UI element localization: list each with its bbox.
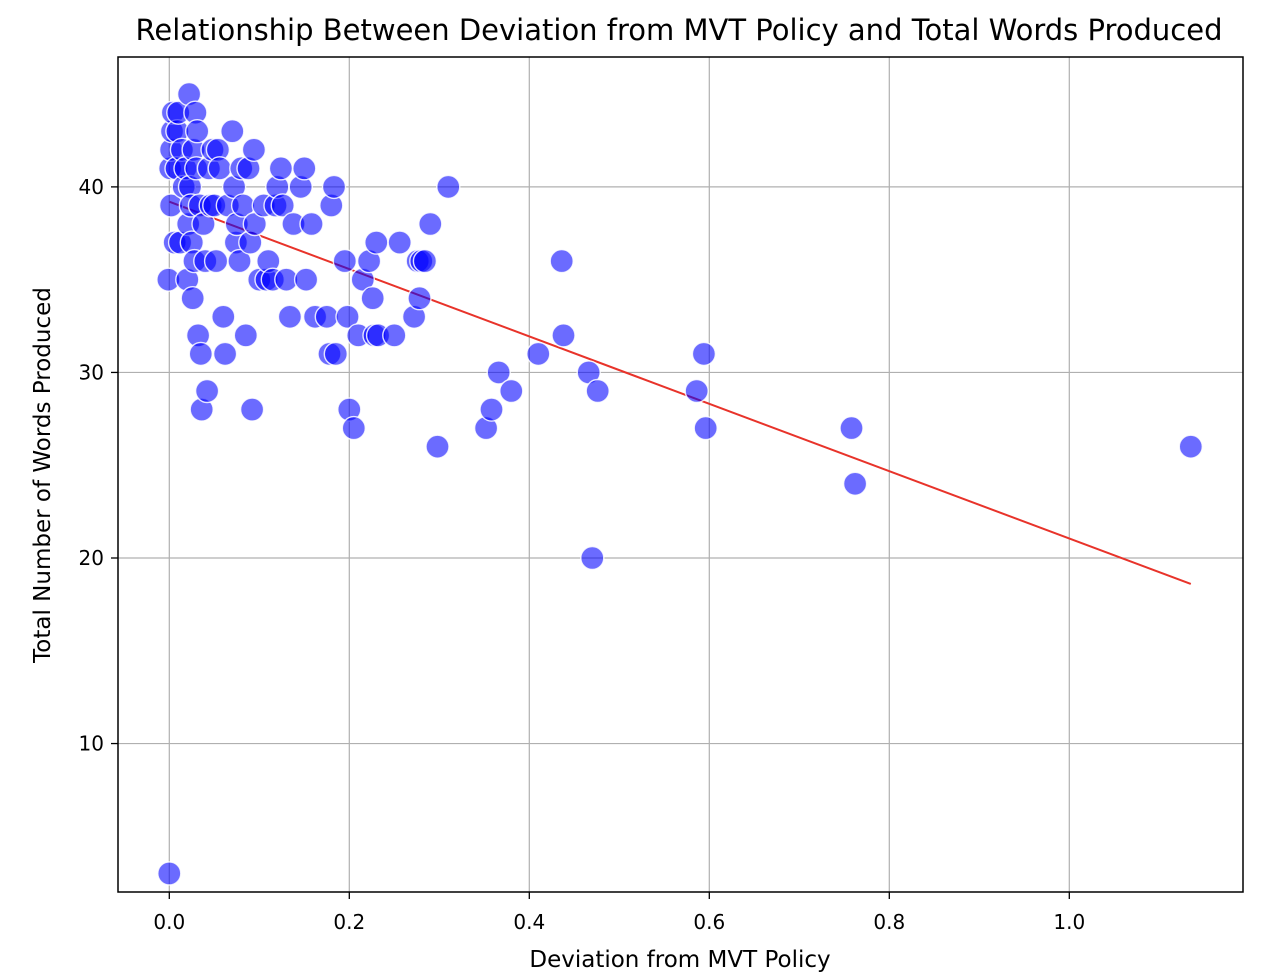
data-point [551, 323, 576, 348]
x-tick-label: 0.4 [513, 910, 545, 934]
data-point [332, 248, 357, 274]
data-point [180, 286, 205, 311]
data-point [382, 323, 407, 348]
data-point [486, 360, 511, 385]
data-point [425, 434, 450, 459]
y-tick-label: 10 [79, 732, 104, 756]
data-point [693, 415, 718, 441]
data-point [277, 304, 303, 329]
data-point [233, 323, 259, 348]
data-point [839, 415, 864, 441]
data-point [360, 286, 385, 311]
trend-line [168, 200, 1192, 585]
data-point [292, 156, 317, 181]
x-tick-label: 0.6 [693, 910, 725, 934]
x-tick-label: 0.2 [333, 910, 365, 934]
x-tick-label: 0.0 [153, 910, 185, 934]
data-point [241, 137, 267, 162]
data-point [299, 211, 324, 237]
data-point [479, 397, 504, 422]
data-point [157, 861, 182, 886]
data-point [412, 248, 438, 274]
data-point [1178, 434, 1204, 459]
data-point [184, 119, 210, 144]
y-tick-label: 40 [79, 175, 104, 199]
chart-title: Relationship Between Deviation from MVT … [136, 13, 1223, 47]
data-point [220, 119, 245, 144]
data-point [499, 378, 524, 404]
data-point [341, 415, 366, 441]
data-point [227, 248, 252, 274]
data-point [364, 230, 389, 255]
data-point [335, 304, 360, 329]
data-point [407, 286, 432, 311]
plot-frame [117, 56, 1244, 893]
data-point [203, 248, 229, 274]
grid-lines [118, 57, 1243, 892]
y-tick-label: 20 [79, 546, 104, 570]
y-tick-label: 30 [79, 360, 104, 384]
data-point [691, 341, 717, 367]
data-point [549, 248, 574, 274]
data-point [293, 267, 319, 292]
x-tick-label: 0.8 [873, 910, 905, 934]
data-point [212, 341, 238, 367]
data-point [270, 193, 295, 218]
data-point [211, 304, 236, 329]
data-point [321, 174, 347, 200]
data-point [842, 471, 868, 496]
data-point [239, 397, 265, 422]
data-point [194, 378, 220, 404]
x-axis-label: Deviation from MVT Policy [529, 947, 830, 973]
data-point [207, 156, 232, 181]
data-point [585, 378, 610, 404]
data-point [268, 156, 294, 181]
x-axis-ticks: 0.0 0.2 0.4 0.6 0.8 1.0 [153, 892, 1085, 934]
y-axis-ticks: 10 20 30 40 [79, 175, 118, 756]
data-point [580, 545, 605, 571]
x-tick-label: 1.0 [1053, 910, 1085, 934]
data-point [323, 341, 348, 367]
data-point [188, 341, 214, 367]
data-point [314, 304, 339, 329]
data-points [156, 81, 1204, 886]
data-point [418, 211, 443, 237]
data-point [684, 378, 709, 404]
y-axis-label: Total Number of Words Produced [30, 287, 56, 664]
data-point [436, 174, 461, 200]
data-point [526, 341, 551, 367]
data-point [387, 230, 412, 255]
trend-line-layer [168, 200, 1192, 585]
